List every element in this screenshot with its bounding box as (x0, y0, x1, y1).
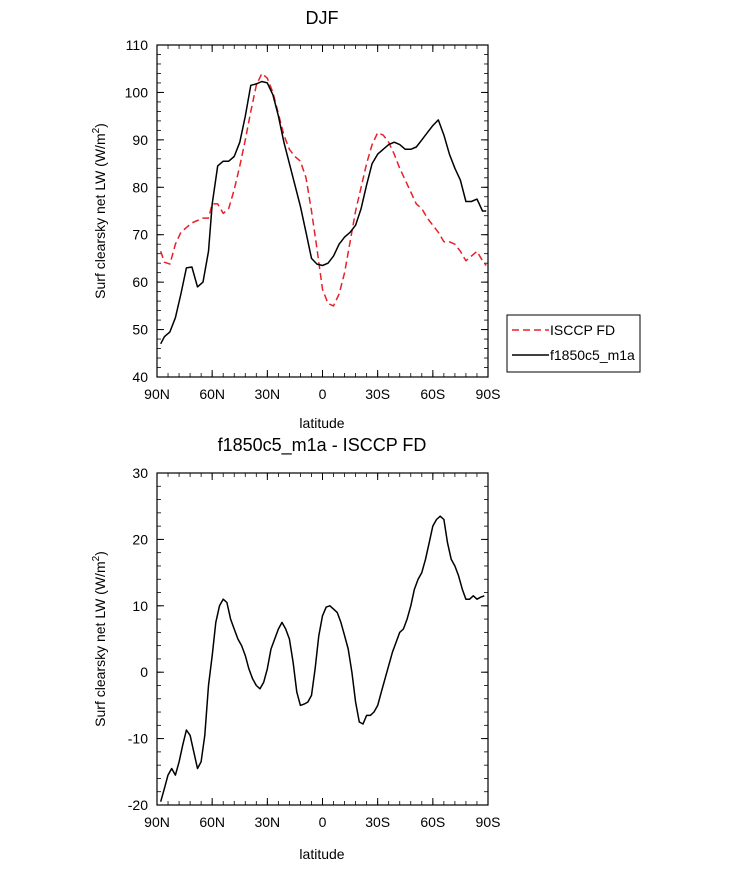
y-tick-label: 60 (132, 274, 148, 290)
legend-label-isccp: ISCCP FD (550, 322, 615, 338)
y-tick-label: 100 (125, 84, 149, 100)
top-x-axis-label: latitude (299, 415, 344, 431)
bottom-series-group (159, 515, 485, 802)
x-tick-label: 30N (254, 814, 280, 830)
bottom-x-axis-label: latitude (299, 846, 344, 862)
y-tick-label: 0 (140, 664, 148, 680)
bottom-y-axis-label-main: Surf clearsky net LW (W/m (92, 561, 108, 726)
top-y-axis-label-tail: ) (92, 123, 108, 128)
bottom-axis-ticks: -20 -10 0 10 20 30 90N 60N 30N 0 30S 60S 90S (128, 465, 501, 830)
x-tick-label: 60S (420, 814, 445, 830)
y-tick-label: 20 (132, 531, 148, 547)
x-tick-label: 90S (476, 386, 501, 402)
top-axis-ticks: 40 50 60 70 80 90 100 110 90N 60N 30N 0 30S 60S 90S (125, 37, 501, 402)
y-tick-label: 70 (132, 227, 148, 243)
x-tick-label: 90S (476, 814, 501, 830)
x-tick-label: 60N (199, 386, 225, 402)
y-tick-label: 10 (132, 598, 148, 614)
top-y-axis-label-main: Surf clearsky net LW (W/m (92, 133, 108, 298)
top-y-axis-label-sup: 2 (91, 127, 102, 133)
y-tick-label: 30 (132, 465, 148, 481)
x-tick-label: 60N (199, 814, 225, 830)
legend: ISCCP FD f1850c5_m1a (506, 314, 641, 373)
x-tick-label: 60S (420, 386, 445, 402)
bottom-chart-title: f1850c5_m1a - ISCCP FD (218, 435, 427, 456)
series-line-isccp-fd (159, 72, 487, 307)
bottom-y-axis-label-tail: ) (92, 551, 108, 556)
series-line-f1850c5-m1a (160, 80, 487, 345)
x-tick-label: 0 (319, 386, 327, 402)
legend-frame (506, 314, 641, 373)
x-tick-label: 30S (365, 814, 390, 830)
series-line-difference (159, 515, 485, 802)
x-tick-label: 90N (144, 814, 170, 830)
y-tick-label: 90 (132, 132, 148, 148)
x-tick-label: 30S (365, 386, 390, 402)
top-panel: DJF 40 50 60 70 80 90 100 110 90N 60N 30N 0 30S 60S 90… (91, 8, 500, 431)
x-tick-label: 90N (144, 386, 170, 402)
top-chart-title: DJF (306, 8, 339, 28)
top-series-group (159, 72, 487, 345)
top-plot-frame (156, 44, 489, 378)
legend-label-f1850c5: f1850c5_m1a (550, 347, 635, 363)
top-y-axis-label: Surf clearsky net LW (W/m2) (91, 123, 108, 299)
y-tick-label: 50 (132, 322, 148, 338)
bottom-y-axis-label: Surf clearsky net LW (W/m2) (91, 551, 108, 727)
bottom-y-axis-label-sup: 2 (91, 555, 102, 561)
bottom-plot-frame (156, 472, 489, 806)
y-tick-label: -20 (128, 797, 148, 813)
x-tick-label: 0 (319, 814, 327, 830)
x-tick-label: 30N (254, 386, 280, 402)
y-tick-label: 110 (126, 37, 149, 53)
y-tick-label: 80 (132, 179, 148, 195)
y-tick-label: -10 (128, 731, 148, 747)
y-tick-label: 40 (132, 369, 148, 385)
